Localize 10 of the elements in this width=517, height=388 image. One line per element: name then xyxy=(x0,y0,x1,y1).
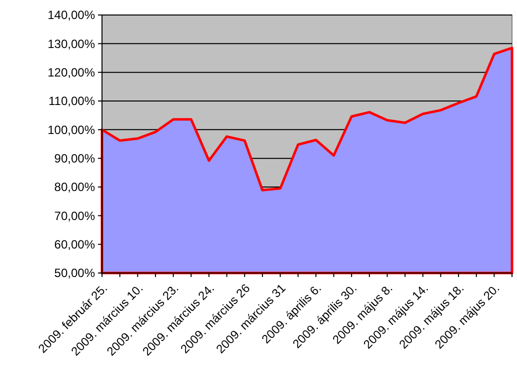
y-tick-label: 90,00% xyxy=(54,152,96,166)
y-tick-label: 70,00% xyxy=(54,208,96,223)
y-tick-label: 80,00% xyxy=(54,180,96,194)
y-tick-label: 110,00% xyxy=(48,94,96,108)
y-tick-label: 130,00% xyxy=(48,36,96,51)
y-tick-label: 140,00% xyxy=(48,8,96,22)
y-tick-label: 50,00% xyxy=(54,266,96,280)
y-tick-label: 100,00% xyxy=(48,122,96,137)
y-tick-label: 60,00% xyxy=(54,238,96,252)
y-tick-label: 120,00% xyxy=(48,66,96,80)
